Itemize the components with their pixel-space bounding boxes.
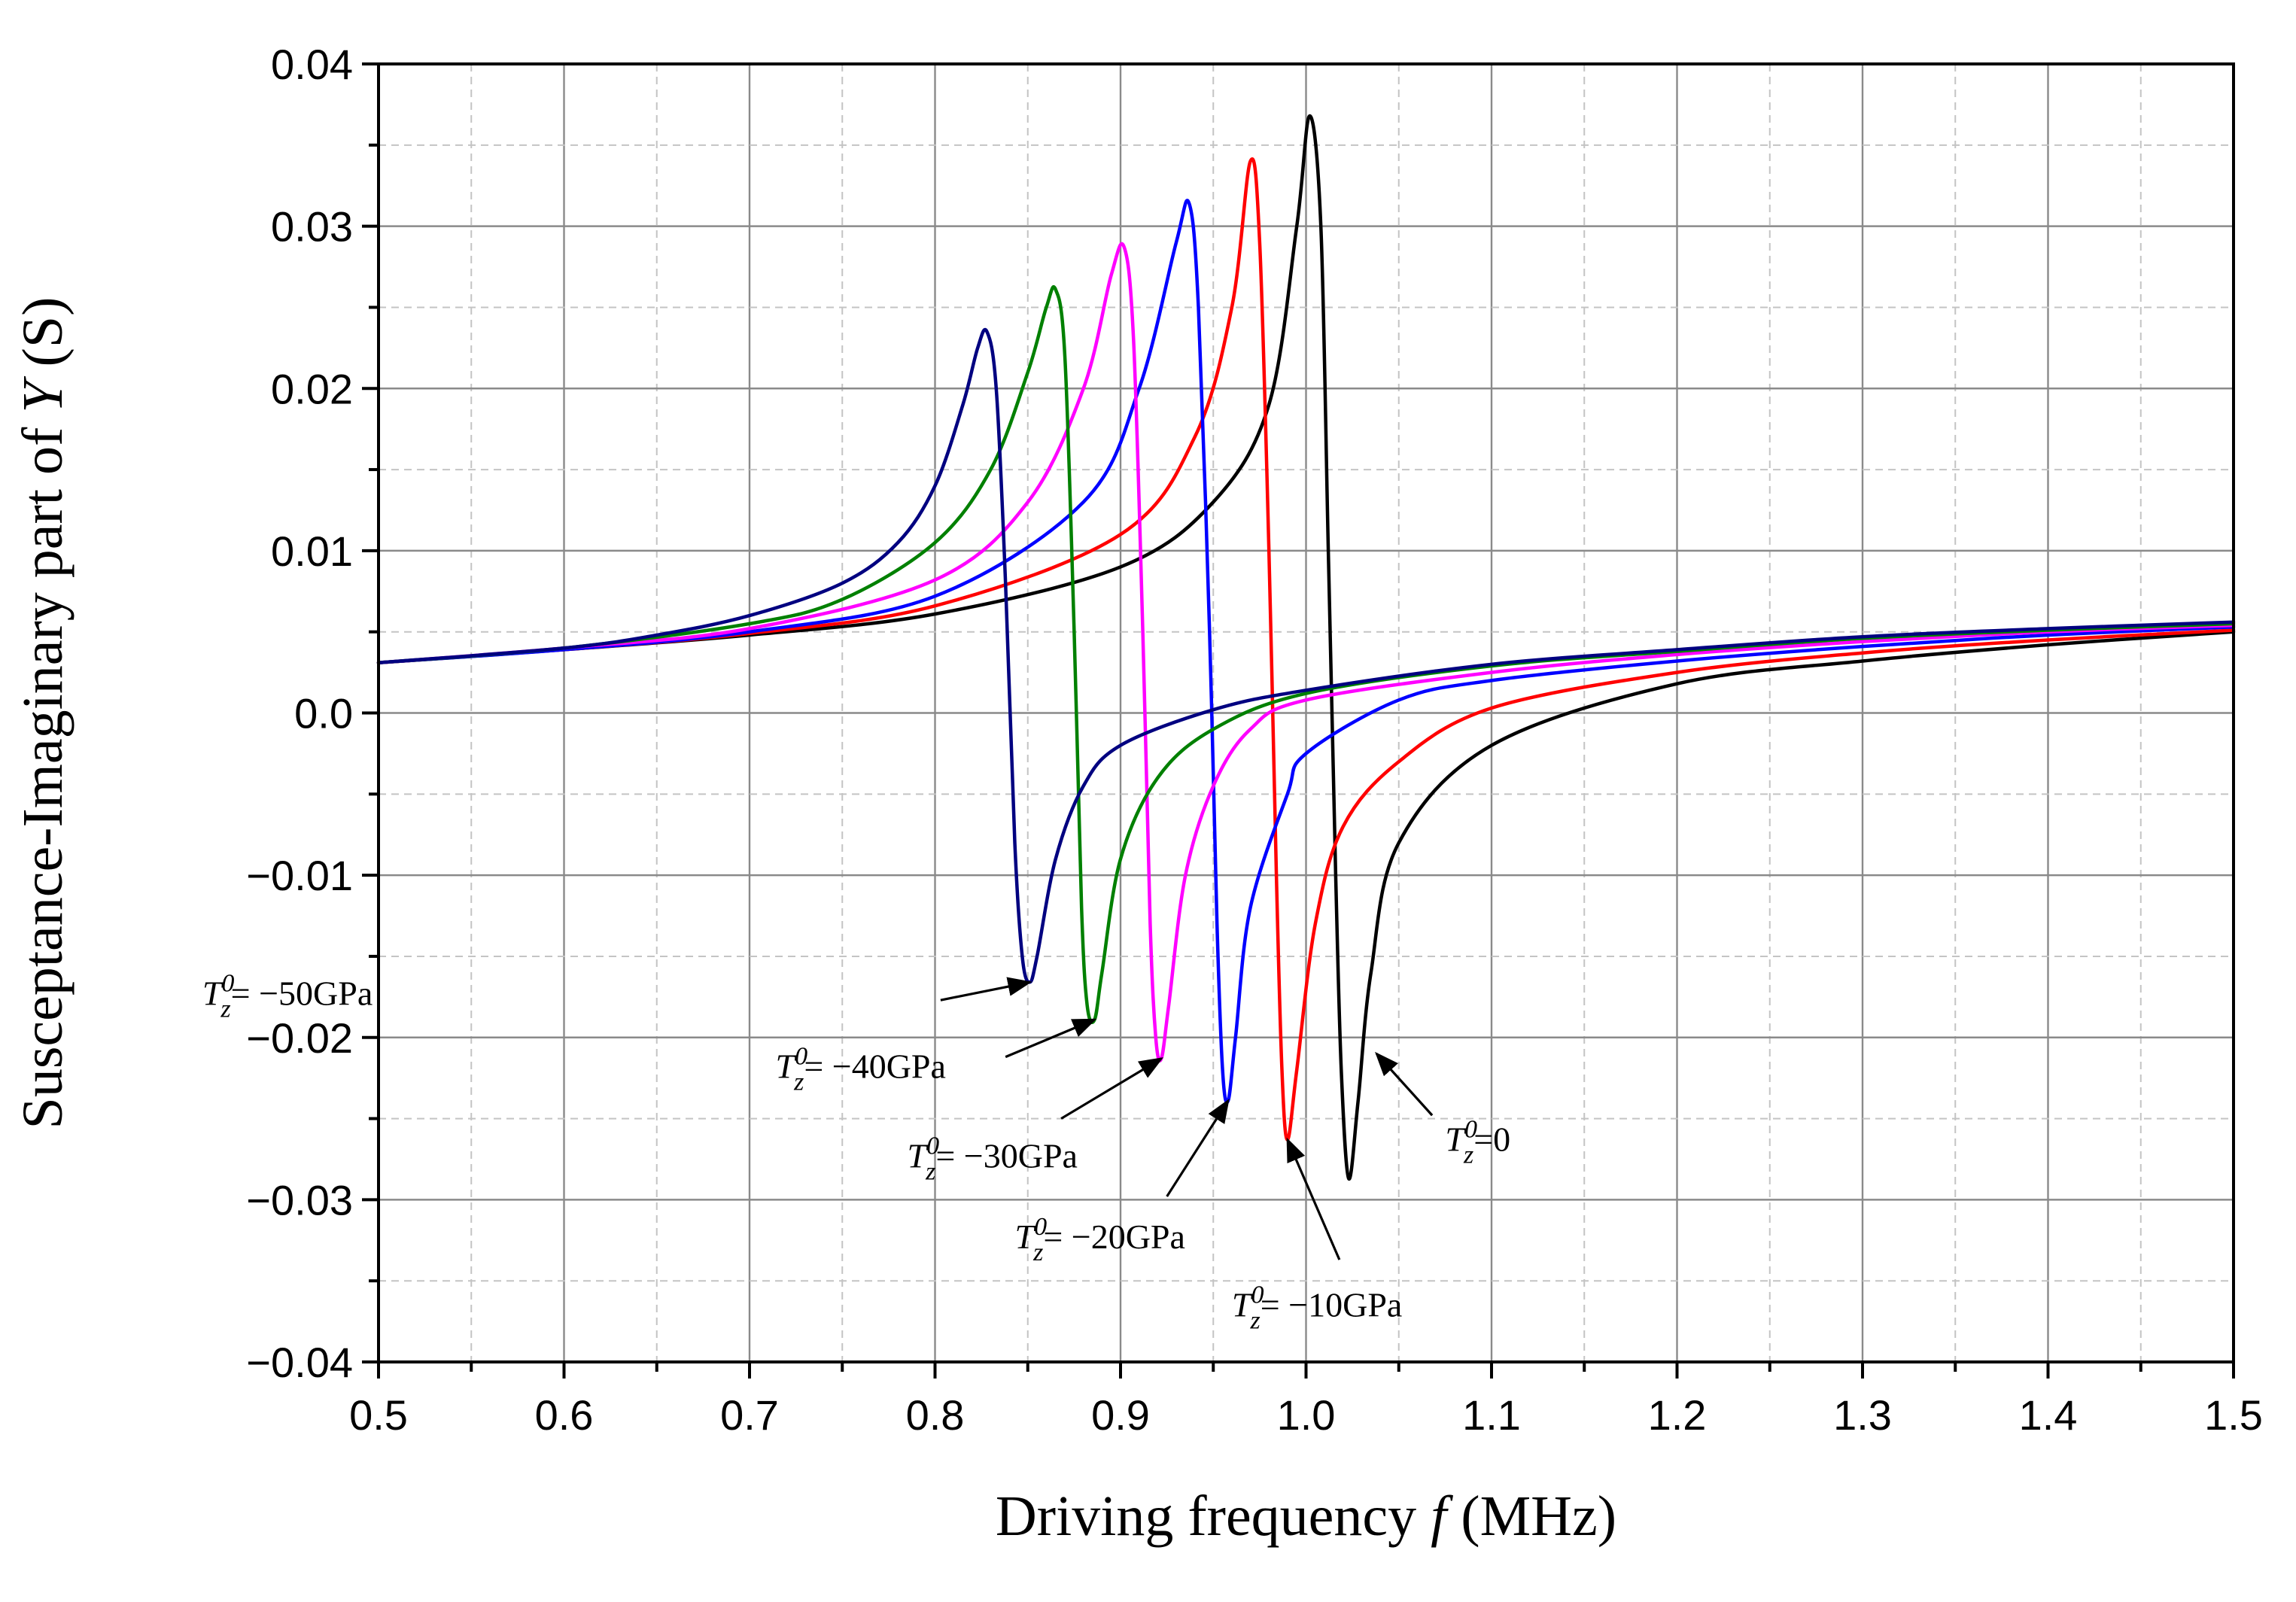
series-line-2 — [376, 199, 2236, 1105]
y-tick-label: 0.01 — [271, 527, 353, 575]
annotation-superscript: 0 — [1464, 1116, 1477, 1144]
annotation-var: T — [776, 1047, 798, 1086]
annotation-subscript: z — [1249, 1307, 1260, 1335]
annotation-label: T0 z= −50GPa — [202, 970, 373, 1023]
y-tick-label: −0.03 — [246, 1176, 353, 1224]
annotation-label: T0 z= −10GPa — [1232, 1281, 1402, 1335]
y-tick-label: −0.01 — [246, 852, 353, 899]
annotation-value: = −50GPa — [231, 974, 373, 1013]
annotation-arrow — [1286, 1137, 1341, 1260]
x-tick-label: 0.8 — [906, 1391, 965, 1439]
annotation-label: T0 z= −20GPa — [1014, 1213, 1184, 1266]
y-tick-label: −0.04 — [246, 1339, 353, 1386]
x-axis-title-suffix: (MHz) — [1446, 1485, 1616, 1548]
x-tick-label: 0.9 — [1091, 1391, 1150, 1439]
annotation-superscript: 0 — [221, 970, 234, 998]
annotation-var: T — [1014, 1217, 1036, 1256]
x-tick-label: 0.5 — [349, 1391, 408, 1439]
annotation-label: T0 z= −40GPa — [776, 1043, 946, 1096]
annotation-label: T0 z=0 — [1445, 1116, 1510, 1169]
x-tick-label: 1.3 — [1833, 1391, 1892, 1439]
x-tick-label: 1.0 — [1277, 1391, 1336, 1439]
annotation-arrow — [1375, 1051, 1434, 1117]
y-axis-title-var: Y — [11, 375, 75, 413]
annotation-subscript: z — [925, 1157, 935, 1185]
annotation-superscript: 0 — [1034, 1213, 1047, 1241]
y-tick-label: 0.02 — [271, 365, 353, 412]
annotation-arrow — [940, 977, 1032, 1002]
annotation-subscript: z — [220, 996, 230, 1023]
annotation-value: = −40GPa — [804, 1047, 946, 1086]
x-axis-title-prefix: Driving frequency — [996, 1485, 1431, 1548]
annotation-var: T — [1445, 1120, 1467, 1159]
y-tick-label: 0.0 — [294, 690, 353, 737]
annotation-arrow — [1005, 1018, 1097, 1059]
annotation-var: T — [908, 1136, 929, 1175]
annotation-value: = −10GPa — [1261, 1286, 1403, 1324]
y-axis-title-prefix: Susceptance-Imaginary part of — [11, 413, 75, 1129]
annotation-superscript: 0 — [926, 1132, 939, 1160]
x-tick-label: 0.7 — [720, 1391, 779, 1439]
x-tick-label: 1.4 — [2019, 1391, 2078, 1439]
annotation-var: T — [1232, 1286, 1254, 1324]
y-axis-title-suffix: (S) — [11, 297, 75, 382]
x-tick-label: 1.1 — [1462, 1391, 1521, 1439]
annotation-arrow — [1166, 1099, 1230, 1197]
x-axis-title: Driving frequency f (MHz) — [996, 1485, 1616, 1548]
y-tick-label: 0.04 — [271, 41, 353, 88]
y-tick-label: 0.03 — [271, 203, 353, 251]
annotation-label: T0 z= −30GPa — [908, 1132, 1078, 1185]
annotation-subscript: z — [1463, 1141, 1473, 1169]
annotation-value: =0 — [1473, 1120, 1510, 1159]
y-tick-label: −0.02 — [246, 1014, 353, 1062]
x-tick-label: 0.6 — [535, 1391, 594, 1439]
annotation-superscript: 0 — [1251, 1281, 1264, 1309]
series-group — [376, 114, 2236, 1181]
annotation-var: T — [202, 974, 224, 1013]
x-tick-label: 1.5 — [2204, 1391, 2263, 1439]
annotation-subscript: z — [793, 1069, 804, 1096]
axis-ticks: 0.5 0.6 0.7 0.8 0.9 1.0 1.1 1.2 1.3 1.4 1.5 0.04 0.0… — [246, 41, 2263, 1439]
y-axis-title: Susceptance-Imaginary part of Y (S) — [11, 297, 75, 1129]
annotation-subscript: z — [1032, 1239, 1043, 1266]
series-line-3 — [376, 242, 2236, 1062]
annotation-superscript: 0 — [795, 1043, 807, 1071]
annotation-value: = −30GPa — [935, 1136, 1078, 1175]
series-line-5 — [376, 327, 2236, 984]
grid — [377, 62, 2235, 1363]
annotation-arrow — [1060, 1057, 1163, 1120]
annotation-value: = −20GPa — [1043, 1217, 1185, 1256]
x-tick-label: 1.2 — [1648, 1391, 1707, 1439]
